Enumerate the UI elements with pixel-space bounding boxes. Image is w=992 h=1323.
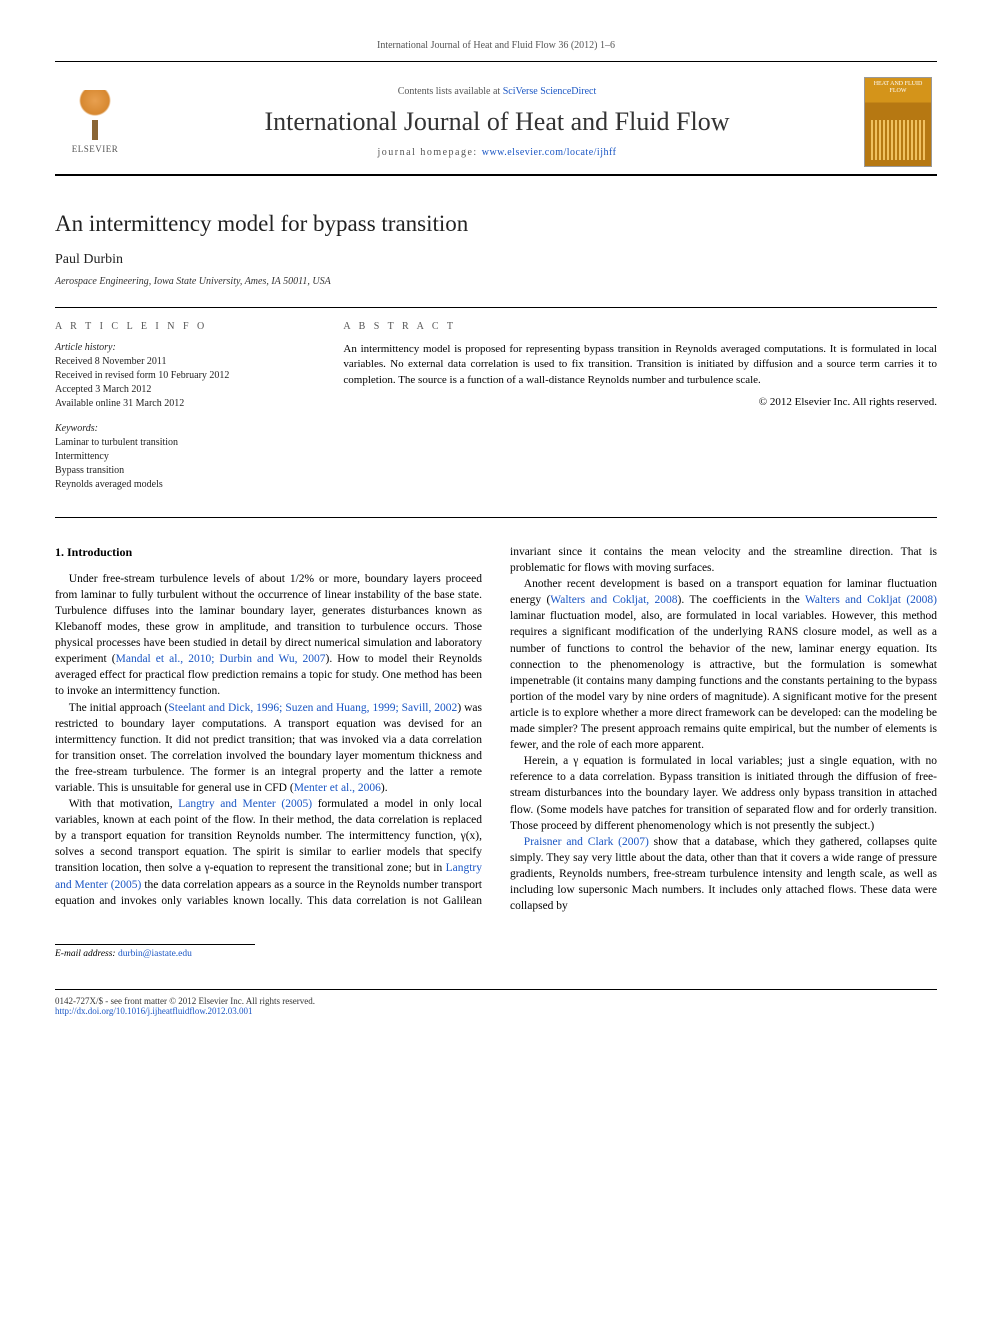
- elsevier-logo: ELSEVIER: [60, 82, 130, 162]
- body-text: ). The coefficients in the: [678, 594, 805, 606]
- citation-link[interactable]: Walters and Cokljat, 2008: [550, 594, 677, 606]
- body-text: With that motivation,: [69, 798, 178, 810]
- citation-link[interactable]: Menter et al., 2006: [294, 782, 381, 794]
- sciencedirect-link[interactable]: SciVerse ScienceDirect: [503, 86, 597, 97]
- history-label: Article history:: [55, 342, 303, 353]
- homepage-prefix: journal homepage:: [378, 147, 482, 158]
- article-body: 1. Introduction Under free-stream turbul…: [55, 544, 937, 914]
- contents-line: Contents lists available at SciVerse Sci…: [140, 86, 854, 97]
- body-paragraph: Praisner and Clark (2007) show that a da…: [510, 834, 937, 914]
- doi-link[interactable]: http://dx.doi.org/10.1016/j.ijheatfluidf…: [55, 1006, 315, 1016]
- author-name: Paul Durbin: [55, 252, 937, 268]
- article-info-panel: A R T I C L E I N F O Article history: R…: [55, 321, 328, 504]
- abstract-panel: A B S T R A C T An intermittency model i…: [328, 321, 937, 504]
- abstract-copyright: © 2012 Elsevier Inc. All rights reserved…: [343, 396, 937, 408]
- citation-link[interactable]: Mandal et al., 2010; Durbin and Wu, 2007: [116, 653, 326, 665]
- history-item: Available online 31 March 2012: [55, 397, 303, 411]
- contents-prefix: Contents lists available at: [398, 86, 503, 97]
- elsevier-label: ELSEVIER: [72, 144, 119, 154]
- header-center: Contents lists available at SciVerse Sci…: [130, 86, 864, 158]
- body-text: laminar fluctuation model, also, are for…: [510, 610, 937, 751]
- journal-cover-thumbnail: HEAT AND FLUID FLOW: [864, 77, 932, 167]
- article-title: An intermittency model for bypass transi…: [55, 211, 937, 237]
- email-footnote: E-mail address: durbin@iastate.edu: [55, 944, 255, 959]
- issn-line: 0142-727X/$ - see front matter © 2012 El…: [55, 996, 315, 1006]
- keyword-item: Bypass transition: [55, 464, 303, 478]
- author-email-link[interactable]: durbin@iastate.edu: [118, 949, 192, 959]
- history-item: Accepted 3 March 2012: [55, 383, 303, 397]
- article-meta-section: A R T I C L E I N F O Article history: R…: [55, 307, 937, 518]
- body-text: Under free-stream turbulence levels of a…: [55, 573, 482, 665]
- body-paragraph: The initial approach (Steelant and Dick,…: [55, 700, 482, 797]
- abstract-heading: A B S T R A C T: [343, 321, 937, 332]
- journal-reference: International Journal of Heat and Fluid …: [55, 40, 937, 51]
- body-text: Herein, a γ equation is formulated in lo…: [510, 755, 937, 831]
- citation-link[interactable]: Langtry and Menter (2005): [178, 798, 312, 810]
- keyword-item: Reynolds averaged models: [55, 478, 303, 492]
- body-paragraph: Another recent development is based on a…: [510, 576, 937, 753]
- keyword-item: Intermittency: [55, 450, 303, 464]
- body-text: ).: [381, 782, 388, 794]
- journal-header: ELSEVIER Contents lists available at Sci…: [55, 61, 937, 176]
- homepage-link[interactable]: www.elsevier.com/locate/ijhff: [482, 147, 617, 158]
- body-text: The initial approach (: [69, 702, 169, 714]
- body-text: ) was restricted to boundary layer compu…: [55, 702, 482, 794]
- page-footer: 0142-727X/$ - see front matter © 2012 El…: [55, 989, 937, 1016]
- homepage-line: journal homepage: www.elsevier.com/locat…: [140, 147, 854, 158]
- footer-left: 0142-727X/$ - see front matter © 2012 El…: [55, 996, 315, 1016]
- article-info-heading: A R T I C L E I N F O: [55, 321, 303, 332]
- keyword-item: Laminar to turbulent transition: [55, 436, 303, 450]
- citation-link[interactable]: Praisner and Clark (2007): [524, 836, 649, 848]
- journal-title: International Journal of Heat and Fluid …: [140, 107, 854, 137]
- history-item: Received 8 November 2011: [55, 355, 303, 369]
- email-label: E-mail address:: [55, 949, 118, 959]
- body-paragraph: Under free-stream turbulence levels of a…: [55, 571, 482, 700]
- elsevier-tree-icon: [70, 90, 120, 140]
- body-paragraph: Herein, a γ equation is formulated in lo…: [510, 753, 937, 833]
- section-1-heading: 1. Introduction: [55, 544, 482, 561]
- author-affiliation: Aerospace Engineering, Iowa State Univer…: [55, 276, 937, 287]
- abstract-text: An intermittency model is proposed for r…: [343, 342, 937, 388]
- citation-link[interactable]: Walters and Cokljat (2008): [805, 594, 937, 606]
- keywords-label: Keywords:: [55, 423, 303, 434]
- citation-link[interactable]: Steelant and Dick, 1996; Suzen and Huang…: [168, 702, 457, 714]
- history-item: Received in revised form 10 February 201…: [55, 369, 303, 383]
- cover-label: HEAT AND FLUID FLOW: [865, 81, 931, 95]
